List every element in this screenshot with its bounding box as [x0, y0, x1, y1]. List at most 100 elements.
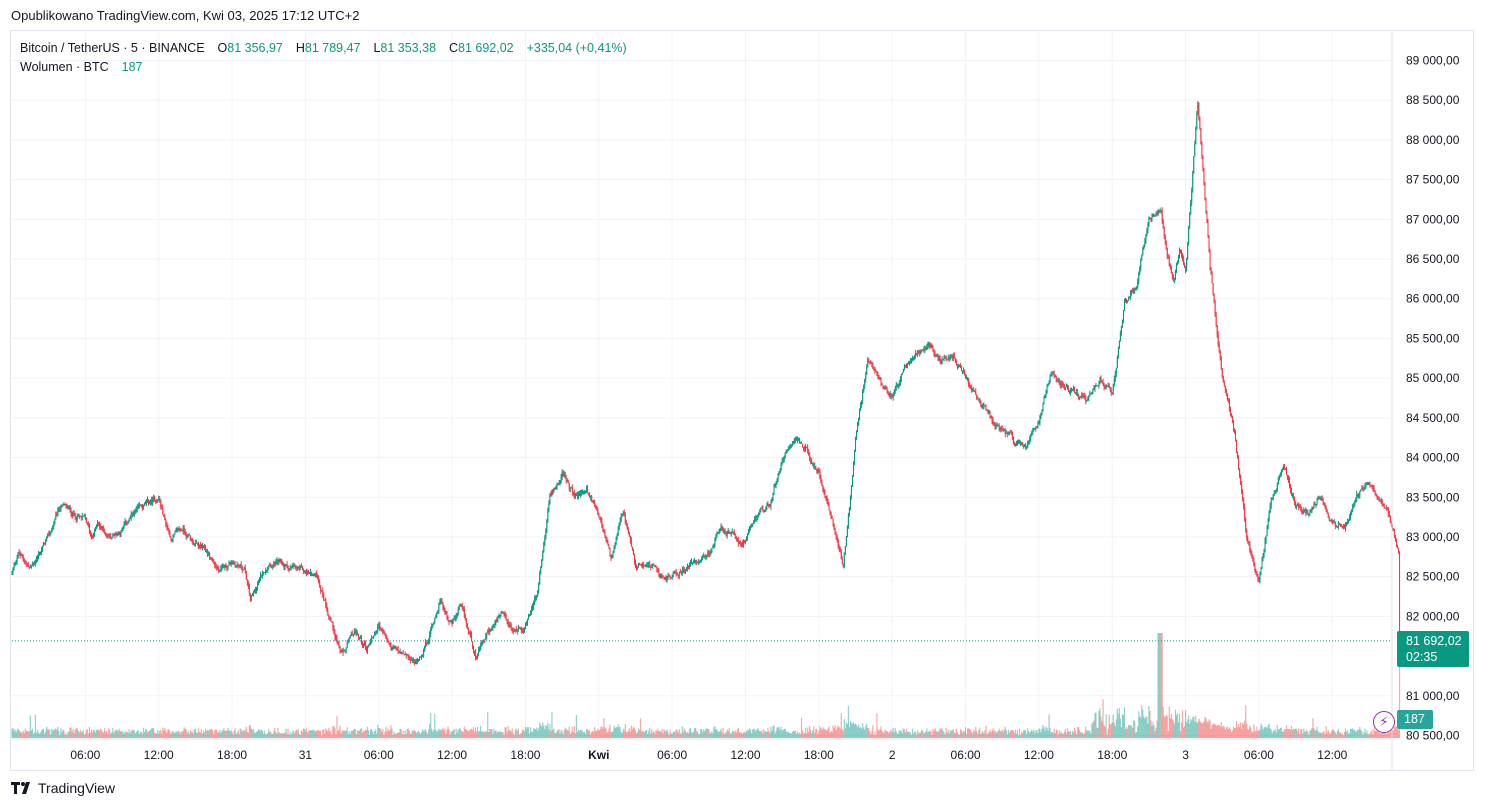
- volume-bar: [1150, 720, 1152, 738]
- candle-body: [1361, 488, 1363, 490]
- candle-body: [930, 346, 932, 348]
- volume-bar: [746, 729, 749, 738]
- candle-body: [1304, 509, 1306, 511]
- volume-bar: [420, 731, 423, 738]
- volume-bar: [173, 732, 175, 738]
- candle-body: [922, 349, 924, 351]
- volume-bar: [364, 729, 367, 738]
- volume-bar: [442, 728, 444, 738]
- candle-body: [1242, 490, 1244, 500]
- candle-body: [83, 515, 85, 517]
- volume-bar: [690, 732, 693, 738]
- candle-body: [914, 355, 916, 359]
- candle-body: [203, 545, 205, 547]
- candle-body: [789, 446, 791, 448]
- candle-body: [964, 371, 966, 375]
- candle-body: [1151, 216, 1153, 221]
- candle-body: [1273, 493, 1275, 495]
- candle-body: [724, 530, 726, 534]
- last-price-badge: 81 692,02 02:35: [1397, 631, 1469, 667]
- volume-bar: [1223, 726, 1225, 738]
- volume-bar: [1209, 720, 1211, 738]
- volume-bar: [368, 734, 371, 738]
- time-tick-label: 2: [889, 748, 896, 762]
- volume-bar: [834, 725, 836, 738]
- candle-body: [1377, 497, 1379, 499]
- candle-body: [681, 569, 683, 574]
- legend-symbol[interactable]: Bitcoin / TetherUS · 5 · BINANCE: [20, 41, 205, 55]
- candle-body: [287, 565, 289, 569]
- candle-body: [890, 393, 892, 397]
- volume-bar: [133, 730, 135, 738]
- volume-bar: [1090, 733, 1092, 738]
- candle-body: [236, 564, 238, 566]
- candle-body: [613, 547, 615, 553]
- candle-body: [163, 514, 165, 517]
- volume-bar: [1067, 731, 1070, 738]
- candle-body: [539, 573, 541, 585]
- candle-body: [296, 567, 298, 569]
- candle-body: [17, 552, 19, 559]
- candle-body: [267, 566, 269, 570]
- candle-body: [552, 489, 554, 492]
- candle-body: [438, 604, 440, 612]
- candles: [11, 100, 1401, 666]
- candle-body: [680, 572, 682, 574]
- candle-body: [41, 550, 43, 553]
- volume-bar: [604, 727, 606, 738]
- volume-bar: [165, 730, 167, 738]
- candle-body: [1239, 469, 1241, 477]
- candle-body: [957, 366, 959, 368]
- candle-body: [1234, 429, 1235, 434]
- candle-body: [356, 631, 358, 635]
- volume-bar: [1051, 731, 1053, 738]
- volume-bar: [280, 732, 282, 738]
- volume-bar: [1031, 729, 1033, 738]
- tradingview-brand[interactable]: TradingView: [11, 780, 115, 796]
- candle-body: [1341, 525, 1343, 527]
- candle-body: [1144, 241, 1146, 246]
- volume-bar: [696, 731, 698, 738]
- candle-body: [939, 357, 941, 363]
- candle-body: [1247, 538, 1249, 542]
- volume-bar: [908, 732, 911, 738]
- candle-body: [585, 491, 587, 493]
- volume-bar: [1396, 728, 1399, 738]
- candle-body: [1169, 265, 1171, 268]
- candle-body: [1126, 299, 1128, 301]
- legend-volume-label[interactable]: Wolumen · BTC: [20, 60, 109, 74]
- volume-bar: [866, 723, 868, 738]
- lightning-icon[interactable]: ⚡: [1373, 711, 1395, 733]
- volume-bar: [519, 733, 521, 738]
- volume-bar: [743, 731, 746, 738]
- candle-body: [491, 628, 493, 631]
- candle-body: [1267, 520, 1269, 529]
- volume-bar: [697, 731, 699, 738]
- volume-bar: [977, 733, 979, 738]
- candle-body: [559, 482, 561, 484]
- candle-body: [404, 654, 406, 656]
- volume-bar: [640, 731, 643, 738]
- volume-bar: [1020, 731, 1023, 738]
- volume-bar: [277, 727, 279, 738]
- candle-body: [1353, 506, 1355, 508]
- candle-body: [1176, 261, 1178, 265]
- candle-body: [646, 565, 648, 567]
- candle-body: [587, 488, 589, 493]
- volume-bar: [83, 734, 85, 738]
- candle-body: [421, 656, 423, 658]
- candle-body: [458, 606, 460, 610]
- candle-body: [704, 555, 706, 557]
- volume-bar: [1097, 728, 1099, 738]
- candle-body: [444, 608, 446, 614]
- volume-bar: [1105, 714, 1107, 738]
- volume-bar: [1131, 725, 1133, 738]
- volume-bar: [1281, 731, 1283, 738]
- candle-body: [903, 366, 905, 370]
- volume-bar: [876, 713, 878, 738]
- candle-body: [427, 642, 429, 644]
- volume-bar: [589, 730, 591, 738]
- volume-bar: [725, 732, 727, 738]
- volume-bar: [663, 729, 665, 738]
